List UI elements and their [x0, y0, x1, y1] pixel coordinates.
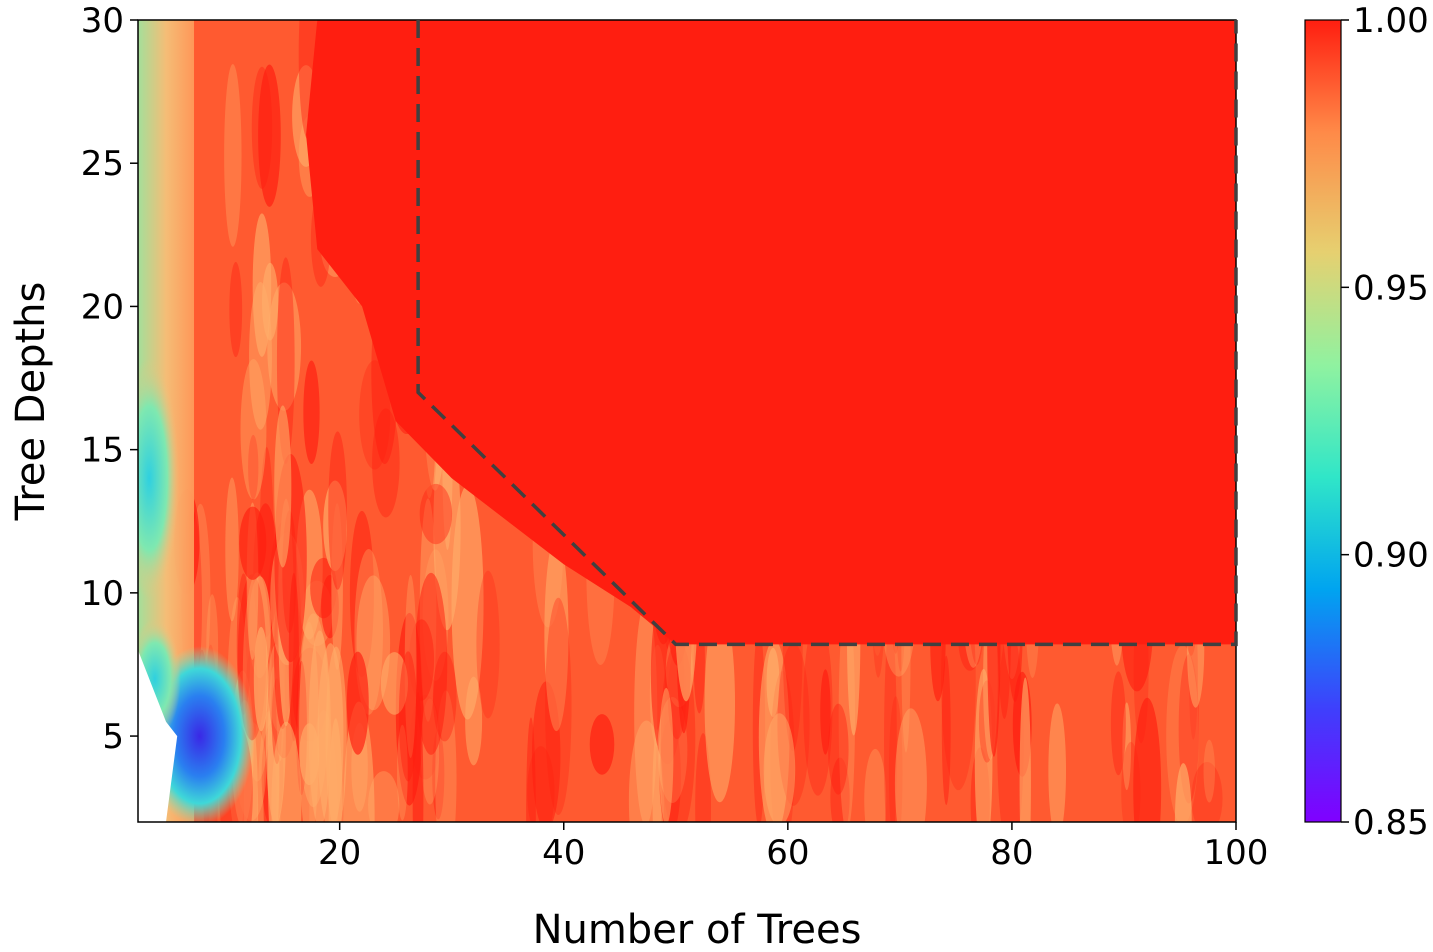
texture-streak: [527, 746, 555, 822]
texture-streak: [271, 721, 302, 822]
texture-streak: [1110, 671, 1126, 776]
y-tick-label: 10: [81, 574, 124, 614]
x-tick-label: 80: [990, 833, 1033, 873]
texture-streak: [346, 651, 369, 755]
texture-streak: [274, 405, 292, 568]
x-tick-label: 60: [766, 833, 809, 873]
texture-streak: [323, 480, 348, 572]
y-tick-label: 25: [81, 144, 124, 184]
texture-streak: [864, 748, 887, 822]
texture-streak: [476, 570, 500, 719]
y-axis-label: Tree Depths: [8, 282, 54, 522]
texture-streak: [288, 572, 299, 742]
texture-streak: [888, 696, 903, 822]
texture-streak: [419, 483, 453, 545]
texture-streak: [398, 651, 418, 782]
texture-streak: [299, 723, 320, 786]
cyan-region: [138, 358, 180, 599]
colorbar-tick-label: 1.00: [1353, 1, 1429, 41]
texture-streak: [239, 506, 267, 580]
colorbar: 0.85 0.90 0.95 1.00: [1304, 1, 1429, 843]
texture-streak: [941, 655, 951, 806]
colorbar-tick-label: 0.85: [1353, 803, 1429, 843]
texture-streak: [758, 639, 790, 822]
texture-streak: [253, 626, 269, 732]
x-axis-label: Number of Trees: [533, 907, 862, 952]
texture-streak: [303, 360, 320, 464]
texture-streak: [380, 652, 409, 715]
texture-streak: [331, 503, 343, 670]
texture-streak: [763, 713, 796, 822]
texture-streak: [545, 597, 572, 816]
texture-streak: [777, 643, 810, 806]
texture-streak: [432, 651, 457, 742]
heatmap-undefined-region: [138, 650, 178, 822]
texture-streak: [1203, 739, 1216, 803]
x-axis: 20 40 60 80 100: [318, 822, 1268, 873]
texture-streak: [544, 535, 569, 732]
texture-streak: [894, 708, 927, 822]
texture-streak: [589, 714, 615, 775]
texture-streak: [404, 574, 417, 758]
texture-streak: [830, 757, 850, 822]
texture-streak: [1191, 762, 1223, 822]
texture-streak: [1122, 702, 1132, 791]
texture-streak: [240, 359, 267, 500]
texture-streak: [997, 629, 1024, 822]
y-axis: 5 10 15 20 25 30: [81, 1, 138, 757]
colorbar-ticks: 0.85 0.90 0.95 1.00: [1341, 1, 1429, 843]
texture-streak: [372, 408, 400, 518]
texture-streak: [328, 431, 347, 590]
texture-streak: [248, 434, 259, 500]
texture-streak: [1133, 697, 1162, 822]
y-tick-label: 30: [81, 1, 124, 41]
texture-streak: [974, 668, 993, 822]
texture-streak: [368, 771, 400, 822]
y-tick-label: 20: [81, 287, 124, 327]
plot-area: [138, 20, 1236, 822]
x-tick-label: 40: [542, 833, 585, 873]
colorbar-tick-label: 0.90: [1353, 536, 1429, 576]
texture-streak: [224, 63, 242, 247]
texture-streak: [659, 687, 674, 822]
texture-streak: [704, 604, 736, 803]
texture-streak: [465, 676, 483, 766]
texture-streak: [251, 66, 273, 189]
texture-streak: [225, 477, 239, 622]
y-tick-label: 15: [81, 431, 124, 471]
texture-streak: [628, 720, 665, 822]
y-tick-label: 5: [102, 717, 124, 757]
texture-streak: [828, 703, 849, 795]
texture-streak: [1166, 645, 1199, 822]
optimal-region-boundary: [416, 20, 1238, 647]
colorbar-gradient: [1304, 19, 1342, 823]
texture-streak: [414, 572, 448, 755]
texture-streak: [1174, 763, 1192, 822]
colorbar-tick-label: 0.95: [1353, 268, 1429, 308]
texture-streak: [396, 724, 408, 821]
x-tick-label: 20: [318, 833, 361, 873]
texture-streak: [258, 64, 281, 207]
texture-streak: [321, 575, 339, 639]
texture-streak: [1019, 677, 1031, 822]
texture-streak: [432, 729, 445, 820]
heatmap-high-region: [306, 20, 1236, 645]
texture-streak: [252, 213, 272, 357]
x-tick-label: 100: [1204, 833, 1269, 873]
texture-streak: [349, 510, 374, 678]
texture-streak: [229, 261, 243, 358]
texture-streak: [359, 360, 391, 470]
texture-streak: [1048, 703, 1067, 822]
texture-streak: [820, 669, 831, 755]
texture-streak: [884, 622, 897, 822]
texture-streak: [325, 646, 347, 822]
